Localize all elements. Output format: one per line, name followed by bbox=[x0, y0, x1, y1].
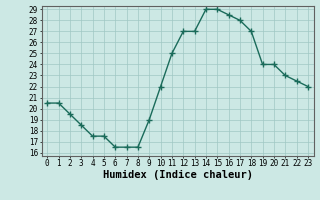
X-axis label: Humidex (Indice chaleur): Humidex (Indice chaleur) bbox=[103, 170, 252, 180]
